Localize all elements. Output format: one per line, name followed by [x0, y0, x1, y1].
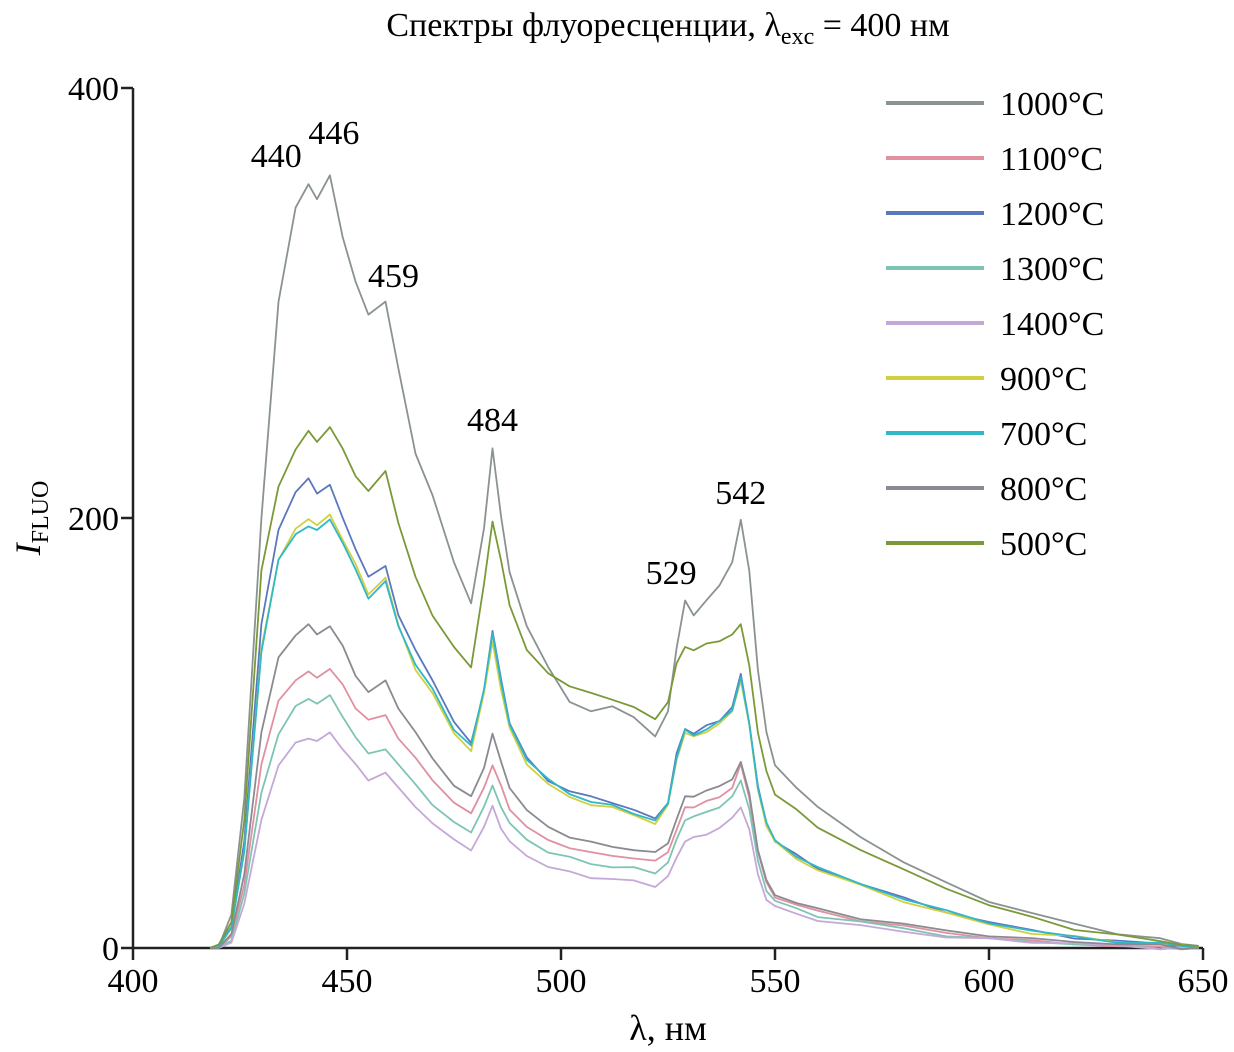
legend-label: 900°C	[1000, 361, 1087, 398]
y-ticks: 0 200 400	[68, 71, 133, 968]
y-tick-label: 200	[68, 501, 119, 538]
series-line-5	[209, 513, 1199, 949]
peak-label: 484	[467, 402, 518, 439]
peak-label: 459	[368, 258, 419, 295]
legend-label: 1000°C	[1000, 86, 1104, 123]
peak-label: 440	[251, 138, 302, 175]
series-line-8	[209, 426, 1199, 949]
x-axis-label: λ, нм	[629, 1008, 707, 1048]
y-tick-label: 400	[68, 71, 119, 108]
series-line-3	[209, 694, 1199, 950]
legend: 1000°C 1100°C 1200°C 1300°C 1400°C 900°C 700°C…	[886, 86, 1104, 563]
legend-label: 500°C	[1000, 526, 1087, 563]
series-line-7	[209, 623, 1199, 950]
y-tick-label: 0	[102, 931, 119, 968]
series-line-1	[209, 668, 1199, 951]
x-tick-label: 450	[322, 963, 373, 1000]
legend-label: 800°C	[1000, 471, 1087, 508]
chart-title: Спектры флуоресценции, λexc = 400 нм	[386, 7, 949, 50]
y-axis-label-subscript: FLUO	[28, 481, 54, 544]
y-axis-label: IFLUO	[8, 481, 54, 557]
legend-label: 1400°C	[1000, 306, 1104, 343]
series-line-0	[209, 174, 1199, 949]
legend-label: 700°C	[1000, 416, 1087, 453]
legend-label: 1200°C	[1000, 196, 1104, 233]
series-lines	[209, 174, 1199, 951]
x-tick-label: 550	[750, 963, 801, 1000]
legend-label: 1100°C	[1000, 141, 1103, 178]
chart-title-subscript: exc	[781, 24, 814, 50]
peak-label: 542	[715, 475, 766, 512]
series-line-6	[209, 518, 1199, 949]
x-tick-label: 400	[108, 963, 159, 1000]
x-ticks: 400 450 500 550 600 650	[108, 948, 1229, 1000]
peak-label: 529	[646, 555, 697, 592]
x-tick-label: 650	[1178, 963, 1229, 1000]
x-tick-label: 500	[536, 963, 587, 1000]
legend-label: 1300°C	[1000, 251, 1104, 288]
peak-label: 446	[308, 115, 359, 152]
x-tick-label: 600	[964, 963, 1015, 1000]
series-line-4	[210, 731, 1199, 951]
